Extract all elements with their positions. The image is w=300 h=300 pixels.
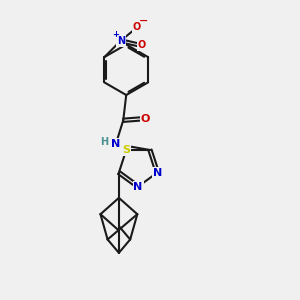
Text: +: + bbox=[112, 30, 119, 39]
Text: H: H bbox=[100, 137, 109, 147]
Text: S: S bbox=[122, 145, 130, 155]
Text: N: N bbox=[134, 182, 143, 192]
Text: O: O bbox=[138, 40, 146, 50]
Text: N: N bbox=[111, 139, 120, 149]
Text: O: O bbox=[141, 114, 150, 124]
Text: N: N bbox=[117, 36, 125, 46]
Text: −: − bbox=[139, 16, 148, 26]
Text: N: N bbox=[153, 168, 162, 178]
Text: O: O bbox=[133, 22, 141, 32]
